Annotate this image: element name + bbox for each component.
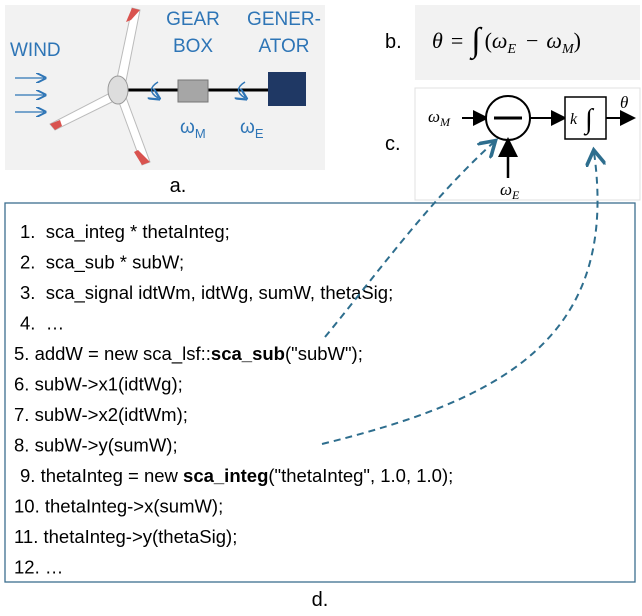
- code-line: 12. …: [14, 557, 63, 578]
- code-text: 10. thetaInteg->x(sumW);: [14, 496, 223, 517]
- gearbox-label: GEAR: [166, 9, 220, 30]
- eq-part: ): [574, 28, 581, 53]
- code-line: 3. sca_signal idtWm, idtWg, sumW, thetaS…: [20, 282, 393, 304]
- eq-part: =: [451, 28, 463, 53]
- subscript: M: [195, 126, 206, 141]
- code-text: 8. subW->y(sumW);: [14, 435, 178, 456]
- input-top: ωM: [428, 107, 451, 129]
- code-text: ("thetaInteg", 1.0, 1.0);: [268, 465, 453, 486]
- integrator: [564, 96, 607, 140]
- code-listing: 1. sca_integ * thetaInteg; 2. sca_sub * s…: [14, 221, 453, 578]
- code-text: 4. …: [20, 313, 64, 334]
- output: θ: [620, 93, 628, 112]
- eq-sub: M: [561, 42, 575, 57]
- code-text: 11. thetaInteg->y(thetaSig);: [14, 526, 237, 547]
- code-box: [4, 202, 636, 583]
- link-arrow: [321, 152, 598, 445]
- generator-block: [268, 72, 306, 106]
- symbol: ω: [180, 117, 195, 138]
- gearbox-block: [177, 79, 209, 103]
- code-text: 6. subW->x1(idtWg);: [14, 374, 183, 395]
- subscript: E: [511, 188, 520, 202]
- code-line: 9. thetaInteg = new sca_integ("thetaInte…: [20, 465, 453, 486]
- eq-part: (: [485, 28, 492, 53]
- panel-b-bg: [415, 5, 640, 80]
- eq-sub: E: [506, 42, 516, 57]
- gain: k: [570, 111, 578, 128]
- panel-label: b.: [385, 31, 402, 53]
- integral-sign: ∫: [583, 104, 595, 136]
- code-line: 1. sca_integ * thetaInteg;: [20, 221, 230, 243]
- wind-arrows: [15, 78, 44, 112]
- code-line: 7. subW->x2(idtWm);: [14, 404, 188, 425]
- code-line: 11. thetaInteg->y(thetaSig);: [14, 526, 237, 547]
- eq-part: θ: [432, 28, 443, 53]
- subscript: M: [439, 115, 451, 129]
- symbol: ω: [500, 180, 512, 199]
- omega-e: ωE: [240, 117, 264, 141]
- code-text: 1. sca_integ * thetaInteg;: [20, 221, 230, 243]
- gearbox-label: BOX: [173, 36, 213, 57]
- code-text: 5. addW = new sca_lsf::: [14, 343, 211, 365]
- code-text: ("subW");: [285, 343, 363, 364]
- wind-label: WIND: [10, 40, 61, 61]
- turbine: [49, 7, 275, 166]
- code-line: 8. subW->y(sumW);: [14, 435, 178, 456]
- subscript: E: [255, 126, 264, 141]
- torque-arrow: [239, 81, 246, 98]
- panel-label: a.: [170, 175, 187, 197]
- panel-label: d.: [312, 589, 329, 611]
- panel-label: c.: [385, 133, 401, 155]
- code-line: 6. subW->x1(idtWg);: [14, 374, 183, 395]
- code-line: 5. addW = new sca_lsf::sca_sub("subW");: [14, 343, 363, 365]
- code-keyword: sca_integ: [183, 465, 268, 486]
- eq-part: −: [526, 28, 538, 53]
- input-bottom: ωE: [500, 180, 520, 202]
- equation: θ = ∫ (ωE − ωM): [432, 22, 581, 61]
- torque-arrow: [152, 81, 159, 98]
- symbol: ω: [240, 117, 255, 138]
- code-text: 9. thetaInteg = new: [20, 465, 183, 486]
- code-line: 4. …: [20, 313, 64, 334]
- code-text: 3. sca_signal idtWm, idtWg, sumW, thetaS…: [20, 282, 393, 304]
- eq-part: ∫: [469, 22, 483, 61]
- code-keyword: sca_sub: [211, 343, 285, 364]
- code-text: 12. …: [14, 557, 63, 578]
- code-line: 2. sca_sub * subW;: [20, 252, 184, 274]
- omega-m: ωM: [180, 117, 206, 141]
- code-line: 10. thetaInteg->x(sumW);: [14, 496, 223, 517]
- eq-part: ω: [546, 28, 562, 53]
- generator-label: GENER-: [247, 9, 321, 30]
- generator-label: ATOR: [258, 36, 309, 57]
- code-text: 7. subW->x2(idtWm);: [14, 404, 188, 425]
- code-text: 2. sca_sub * subW;: [20, 252, 184, 274]
- eq-part: ω: [492, 28, 508, 53]
- symbol: ω: [428, 107, 440, 126]
